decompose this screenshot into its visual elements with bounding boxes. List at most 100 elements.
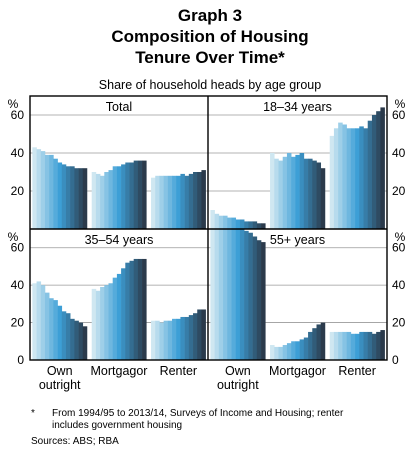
bar: [100, 287, 105, 360]
bar: [252, 221, 258, 229]
bar: [142, 160, 147, 229]
panel-3: 35–54 years: [30, 233, 208, 360]
bar: [363, 331, 369, 360]
y-tick-label-right: 0: [392, 353, 399, 367]
bar: [278, 160, 284, 229]
bar: [159, 322, 164, 360]
bar: [244, 230, 249, 360]
bar: [274, 346, 279, 360]
bar: [176, 318, 181, 360]
bar: [95, 290, 101, 360]
chart-title-line-3: Tenure Over Time*: [135, 48, 285, 67]
bar: [57, 305, 63, 360]
bar: [338, 331, 343, 360]
chart-title-line-1: Graph 3: [177, 6, 243, 25]
bar: [188, 315, 194, 360]
bar: [367, 331, 373, 360]
bar: [155, 175, 160, 229]
bar: [188, 173, 194, 229]
bar: [91, 172, 97, 229]
bar: [380, 330, 385, 360]
bar: [367, 120, 373, 229]
x-category-label: Own: [47, 364, 73, 378]
x-category-label: Own: [225, 364, 251, 378]
chart-subtitle: Share of household heads by age group: [98, 78, 322, 92]
y-tick-label-left: 40: [11, 146, 25, 160]
bar: [333, 128, 339, 229]
y-tick-label-right: 20: [392, 316, 406, 330]
panel-title-4: 55+ years: [270, 233, 325, 247]
bar: [197, 309, 202, 360]
bar: [201, 170, 206, 229]
bar: [121, 268, 126, 360]
bar: [252, 236, 258, 360]
bar: [163, 175, 169, 229]
y-unit-right: %: [395, 230, 406, 244]
bar: [95, 173, 101, 229]
bar: [286, 343, 292, 360]
bar: [129, 162, 134, 229]
bar: [218, 229, 224, 360]
footnote-line-2: includes government housing: [52, 420, 183, 431]
y-tick-label-right: 20: [392, 184, 406, 198]
bar: [36, 149, 42, 229]
bar: [116, 166, 122, 229]
bar: [308, 158, 313, 229]
x-category-label: outright: [39, 378, 81, 392]
bar: [316, 324, 322, 360]
bar: [167, 320, 173, 360]
bar: [227, 217, 232, 229]
bar: [312, 328, 317, 360]
bar: [295, 154, 300, 229]
bar: [100, 175, 105, 229]
bar: [184, 175, 190, 229]
bar: [248, 221, 253, 229]
bar: [214, 213, 220, 229]
bar: [125, 262, 130, 360]
bar: [282, 156, 288, 229]
bar: [91, 288, 97, 360]
bar: [239, 229, 245, 360]
bar: [223, 215, 228, 229]
bar: [201, 309, 206, 360]
bar: [303, 337, 309, 360]
bar: [346, 128, 352, 229]
bar: [82, 326, 88, 360]
bar: [53, 300, 58, 360]
bar: [244, 221, 249, 229]
bar: [32, 147, 37, 229]
bar: [112, 277, 118, 360]
bar: [239, 219, 245, 229]
bar: [61, 311, 67, 360]
bar: [70, 166, 75, 229]
bar: [104, 172, 109, 229]
bar: [108, 170, 113, 229]
bar: [231, 229, 237, 360]
bar: [320, 322, 326, 360]
bar: [256, 240, 262, 360]
bar: [231, 217, 237, 229]
bar: [112, 166, 118, 229]
bar: [235, 229, 241, 360]
y-tick-label-left: 0: [17, 353, 24, 367]
x-category-label: Mortgagor: [269, 364, 326, 378]
bar: [193, 172, 198, 229]
bar: [218, 215, 224, 229]
bar: [210, 229, 215, 360]
bar: [180, 173, 185, 229]
bar: [193, 313, 198, 360]
bar: [32, 283, 37, 360]
bar: [121, 164, 126, 229]
bar: [61, 164, 67, 229]
bar: [167, 175, 173, 229]
bar: [295, 341, 300, 360]
panel-4: 55+ years: [208, 229, 387, 360]
bar: [172, 175, 177, 229]
bar: [291, 156, 296, 229]
x-category-label: outright: [217, 378, 259, 392]
bar: [44, 292, 50, 360]
bar: [49, 154, 54, 229]
bar: [376, 111, 381, 229]
bar: [371, 333, 377, 360]
y-tick-label-left: 60: [11, 108, 25, 122]
